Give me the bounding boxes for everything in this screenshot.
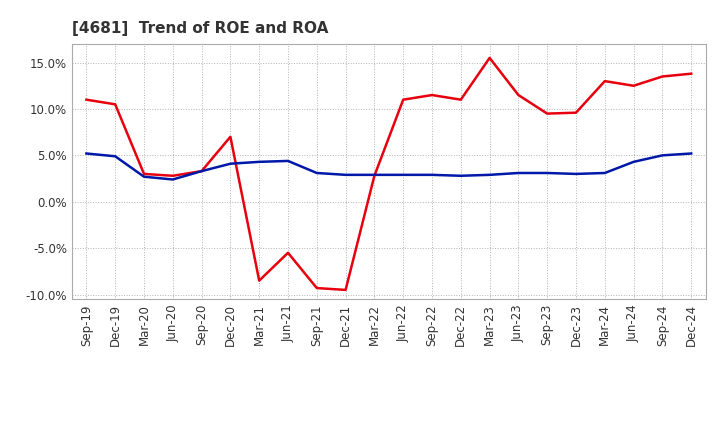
ROA: [600, 170, 609, 176]
ROA: [629, 159, 638, 165]
ROE: [399, 97, 408, 103]
ROA: [226, 161, 235, 166]
ROA: [111, 154, 120, 159]
ROA: [140, 174, 148, 180]
ROE: [255, 278, 264, 283]
ROE: [284, 250, 292, 256]
ROE: [197, 169, 206, 174]
ROE: [485, 55, 494, 61]
ROE: [600, 78, 609, 84]
ROE: [312, 286, 321, 291]
ROE: [140, 171, 148, 176]
ROA: [687, 151, 696, 156]
ROA: [312, 170, 321, 176]
ROA: [284, 158, 292, 164]
ROE: [428, 92, 436, 98]
ROE: [687, 71, 696, 76]
ROE: [543, 111, 552, 116]
Text: [4681]  Trend of ROE and ROA: [4681] Trend of ROE and ROA: [72, 21, 328, 36]
ROA: [428, 172, 436, 177]
ROA: [456, 173, 465, 178]
ROE: [226, 134, 235, 139]
ROA: [82, 151, 91, 156]
ROA: [197, 169, 206, 174]
Line: ROA: ROA: [86, 154, 691, 180]
ROA: [514, 170, 523, 176]
ROE: [168, 173, 177, 178]
ROA: [485, 172, 494, 177]
ROA: [572, 171, 580, 176]
ROE: [456, 97, 465, 103]
ROE: [82, 97, 91, 103]
ROE: [572, 110, 580, 115]
ROE: [658, 74, 667, 79]
ROA: [399, 172, 408, 177]
ROE: [370, 173, 379, 178]
ROE: [629, 83, 638, 88]
ROA: [658, 153, 667, 158]
ROA: [168, 177, 177, 182]
ROA: [341, 172, 350, 177]
ROA: [543, 170, 552, 176]
ROE: [514, 92, 523, 98]
ROE: [341, 287, 350, 293]
ROA: [255, 159, 264, 165]
Line: ROE: ROE: [86, 58, 691, 290]
ROE: [111, 102, 120, 107]
ROA: [370, 172, 379, 177]
